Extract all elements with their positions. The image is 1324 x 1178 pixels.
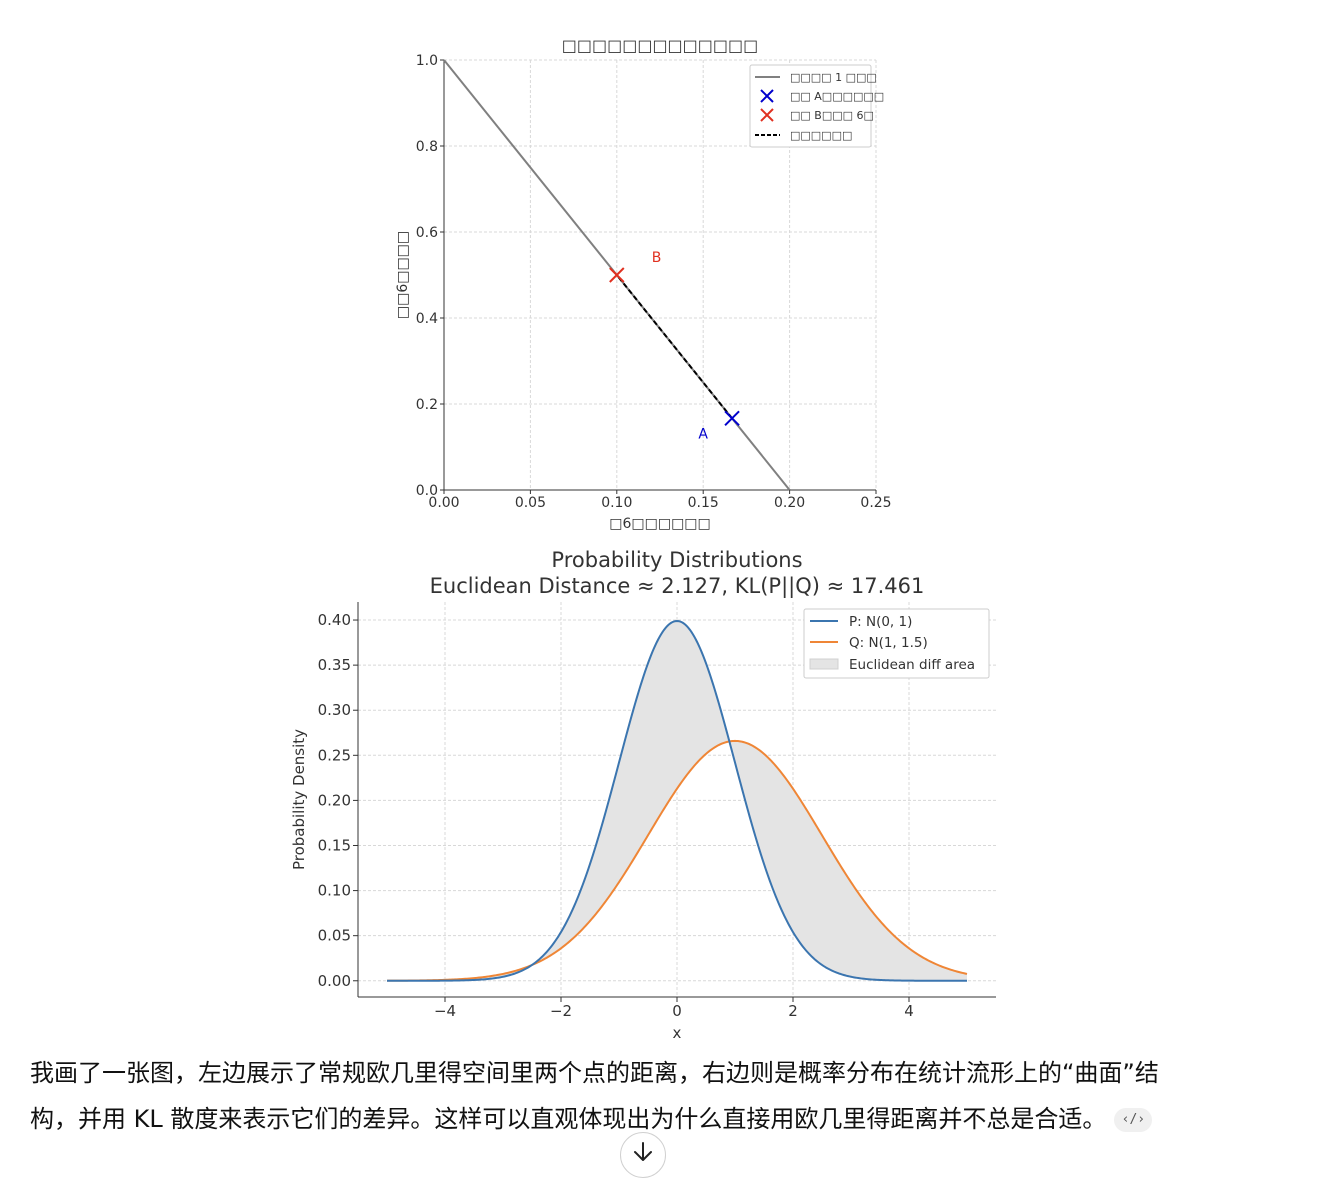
y-axis-label: Probability Density (290, 729, 308, 870)
assistant-message: 我画了一张图，左边展示了常规欧几里得空间里两个点的距离，右边则是概率分布在统计流… (30, 1050, 1260, 1142)
legend-marker-swatch (760, 89, 774, 103)
y-tick-label: 0.30 (318, 701, 351, 719)
x-tick-label: 0.10 (601, 495, 632, 511)
chart-title: □□□□□□□□□□□□□ (562, 36, 759, 55)
x-axis-label: □6□□□□□□ (609, 516, 711, 532)
x-tick-label: −4 (434, 1002, 456, 1020)
x-tick-label: 0.05 (515, 495, 546, 511)
probability-distributions-chart: −4 −2 0 2 4 0.00 0.05 0.10 0.15 0.20 0.25 0.30 0.35 0… (290, 548, 996, 1042)
distance-segment (616, 274, 733, 419)
arrow-down-icon (634, 1142, 652, 1161)
y-tick-label: 0.8 (416, 139, 438, 155)
x-tick-label: 0 (672, 1002, 682, 1020)
x-tick-label: 2 (788, 1002, 798, 1020)
point-annotation-a: A (698, 426, 708, 442)
point-a-marker (724, 410, 740, 427)
legend-box (803, 608, 990, 679)
x-tick-label: −2 (550, 1002, 572, 1020)
x-tick-label: 4 (904, 1002, 914, 1020)
message-line-2: 构，并用 KL 散度来表示它们的差异。这样可以直观体现出为什么直接用欧几里得距离… (30, 1096, 1260, 1142)
legend-label: Euclidean diff area (849, 657, 975, 673)
view-code-button[interactable]: ‹/› (1114, 1108, 1153, 1132)
y-tick-label: 0.15 (318, 836, 351, 854)
point-b-marker (609, 267, 625, 283)
y-tick-label: 1.0 (416, 53, 438, 69)
chart-subtitle: Euclidean Distance ≈ 2.127, KL(P||Q) ≈ 1… (430, 574, 925, 599)
y-tick-label: 0.05 (318, 927, 351, 945)
x-tick-label: 0.15 (688, 495, 719, 511)
q-distribution-curve (386, 739, 968, 982)
point-a-marker-stroke (724, 410, 740, 427)
y-tick-label: 0.00 (318, 972, 351, 990)
legend-box (749, 64, 872, 148)
y-tick-label: 0.40 (318, 611, 351, 629)
legend-label: □□ A□□□□□□ (790, 90, 884, 103)
y-tick-label: 0.35 (318, 656, 351, 674)
y-tick-label: 0.2 (416, 397, 438, 413)
x-axis-label: x (673, 1024, 682, 1042)
y-tick-label: 0.25 (318, 746, 351, 764)
point-b-marker-stroke (609, 267, 625, 283)
legend-label: □□□□ 1 □□□ (790, 71, 877, 84)
legend-label: Q: N(1, 1.5) (849, 635, 928, 651)
message-line-2-text: 构，并用 KL 散度来表示它们的差异。这样可以直观体现出为什么直接用欧几里得距离… (30, 1105, 1107, 1133)
legend-label: P: N(0, 1) (849, 614, 912, 630)
y-axis-label: □□6□□□□ (395, 231, 411, 319)
scroll-down-button[interactable] (620, 1132, 666, 1178)
diff-area-fill (387, 620, 967, 981)
simplex-distance-chart: 0.00 0.05 0.10 0.15 0.20 0.25 0.0 0.2 0.4 0.6 0.8 1… (395, 36, 892, 532)
x-tick-label: 0.20 (774, 495, 805, 511)
chart-title: Probability Distributions (551, 548, 802, 572)
p-distribution-curve (387, 619, 967, 982)
x-tick-label: 0.25 (860, 495, 891, 511)
legend-label: □□□□□□ (790, 129, 852, 142)
y-tick-label: 0.4 (416, 311, 438, 327)
y-tick-label: 0.6 (416, 225, 438, 241)
legend-marker-swatch (760, 108, 774, 122)
point-annotation-b: B (652, 250, 662, 266)
message-line-1: 我画了一张图，左边展示了常规欧几里得空间里两个点的距离，右边则是概率分布在统计流… (30, 1059, 1159, 1087)
x-tick-label: 0.00 (428, 495, 459, 511)
y-tick-label: 0.0 (416, 483, 438, 499)
y-tick-label: 0.20 (318, 791, 351, 809)
legend-fill-swatch (809, 658, 839, 670)
y-tick-label: 0.10 (318, 882, 351, 900)
legend-label: □□ B□□□ 6□ (790, 109, 874, 122)
